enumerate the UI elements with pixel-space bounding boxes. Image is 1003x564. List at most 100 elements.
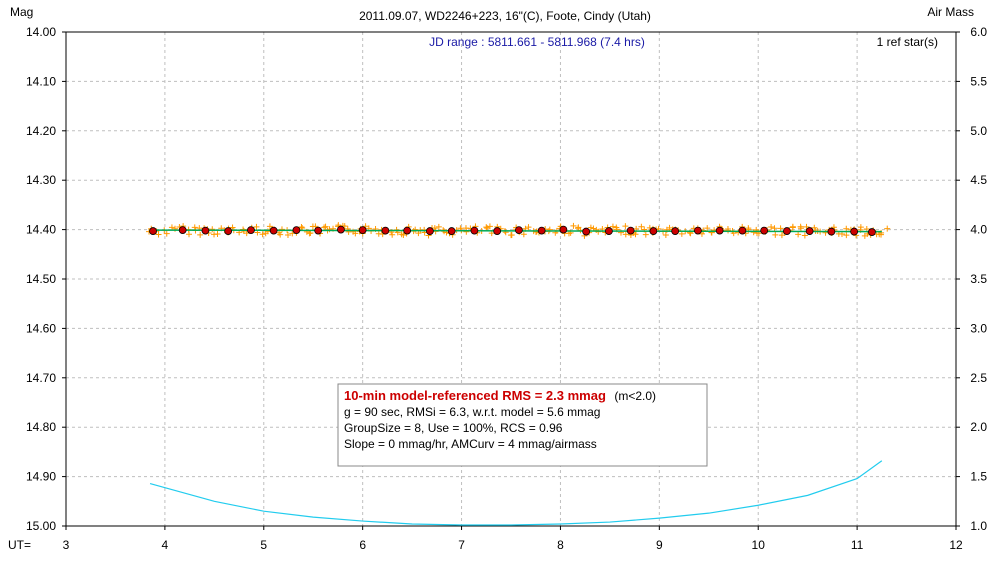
group-mean-point — [269, 226, 278, 235]
x-tick-label: 9 — [656, 538, 663, 552]
group-mean-point — [582, 227, 591, 236]
raw-point — [483, 224, 490, 231]
raw-point — [878, 231, 885, 238]
raw-point — [622, 231, 629, 238]
raw-point — [801, 232, 808, 239]
info-rms-suffix: (m<2.0) — [614, 389, 656, 403]
raw-point — [797, 225, 804, 232]
info-line-2: GroupSize = 8, Use = 100%, RCS = 0.96 — [344, 421, 563, 435]
raw-point — [412, 226, 419, 233]
group-mean-point — [314, 226, 323, 235]
group-mean-point — [381, 226, 390, 235]
raw-point — [789, 223, 796, 230]
raw-point — [843, 232, 850, 239]
x-tick-label: 5 — [260, 538, 267, 552]
raw-point — [197, 231, 204, 238]
y-right-tick-label: 5.5 — [970, 74, 987, 88]
raw-point — [811, 224, 818, 231]
raw-point — [253, 223, 260, 230]
y-left-tick-label: 15.00 — [26, 519, 56, 533]
raw-point — [298, 224, 305, 231]
y-left-tick-label: 14.00 — [26, 25, 56, 39]
raw-point — [638, 223, 645, 230]
y-right-tick-label: 4.5 — [970, 173, 987, 187]
group-mean-point — [515, 226, 523, 234]
y-right-tick-label: 2.5 — [970, 371, 987, 385]
x-tick-label: 6 — [359, 538, 366, 552]
raw-point — [486, 223, 493, 230]
group-mean-point — [827, 227, 836, 236]
raw-point — [662, 232, 669, 239]
y-right-axis-label: Air Mass — [927, 5, 974, 19]
raw-point — [435, 223, 442, 230]
x-tick-label: 3 — [63, 538, 70, 552]
y-left-tick-label: 14.90 — [26, 470, 56, 484]
raw-point — [168, 224, 175, 231]
group-mean-point — [470, 226, 479, 235]
info-box: 10-min model-referenced RMS = 2.3 mmag (… — [337, 383, 708, 467]
x-tick-label: 7 — [458, 538, 465, 552]
info-line-3: Slope = 0 mmag/hr, AMCurv = 4 mmag/airma… — [344, 437, 597, 451]
y-left-tick-label: 14.70 — [26, 371, 56, 385]
y-left-tick-label: 14.60 — [26, 321, 56, 335]
group-mean-point — [559, 225, 568, 234]
raw-point — [326, 226, 333, 233]
raw-point — [214, 231, 221, 238]
group-mean-point — [738, 226, 747, 235]
raw-point — [622, 223, 629, 230]
group-mean-point — [426, 227, 434, 235]
y-left-tick-label: 14.30 — [26, 173, 56, 187]
raw-point — [884, 225, 891, 232]
air-mass-series — [149, 460, 883, 526]
y-left-tick-label: 14.50 — [26, 272, 56, 286]
raw-point — [771, 225, 778, 232]
y-right-tick-label: 2.0 — [970, 420, 987, 434]
x-tick-label: 12 — [949, 538, 963, 552]
group-mean-point — [694, 226, 702, 235]
raw-point — [155, 231, 162, 238]
raw-point — [278, 226, 285, 233]
group-mean-point — [850, 227, 859, 236]
x-axis-label: UT= — [8, 538, 31, 552]
ref-star-count: 1 ref star(s) — [877, 35, 938, 49]
raw-point — [289, 230, 296, 237]
y-left-tick-label: 14.20 — [26, 124, 56, 138]
raw-point — [609, 223, 616, 230]
raw-point — [321, 224, 328, 231]
y-right-tick-label: 4.0 — [970, 223, 987, 237]
info-box-frame — [337, 383, 708, 467]
raw-point — [277, 231, 284, 238]
raw-point — [642, 231, 649, 238]
raw-point — [209, 226, 216, 233]
info-title-line: 10-min model-referenced RMS = 2.3 mmag (… — [344, 387, 656, 404]
x-tick-label: 4 — [162, 538, 169, 552]
group-mean-point — [292, 226, 301, 234]
group-mean-point — [358, 226, 367, 234]
raw-point — [520, 231, 527, 238]
raw-point — [587, 224, 594, 231]
group-mean-point — [337, 225, 345, 234]
group-mean-point — [201, 226, 210, 235]
raw-point — [229, 224, 236, 231]
raw-point — [777, 225, 784, 232]
group-mean-point — [178, 226, 187, 234]
raw-measurements — [146, 222, 891, 239]
group-mean-point — [715, 226, 724, 235]
group-mean-point — [447, 227, 456, 235]
x-tick-label: 8 — [557, 538, 564, 552]
raw-point — [341, 223, 348, 230]
y-left-tick-label: 14.40 — [26, 223, 56, 237]
raw-point — [768, 223, 775, 230]
raw-point — [843, 225, 850, 232]
group-mean-point — [805, 227, 814, 235]
raw-point — [704, 225, 711, 232]
raw-point — [632, 231, 639, 238]
y-right-tick-label: 1.5 — [970, 470, 987, 484]
group-mean-point — [493, 227, 502, 235]
raw-point — [322, 223, 329, 230]
info-line-1: g = 90 sec, RMSi = 6.3, w.r.t. model = 5… — [344, 405, 600, 419]
raw-point — [570, 222, 577, 229]
raw-point — [393, 226, 400, 233]
jd-range-label: JD range : 5811.661 - 5811.968 (7.4 hrs) — [429, 35, 645, 49]
